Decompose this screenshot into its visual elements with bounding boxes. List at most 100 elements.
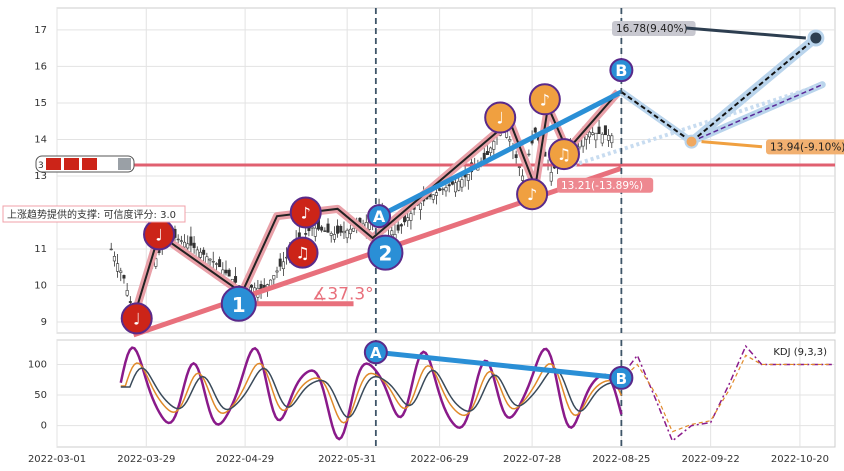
candle-body	[527, 153, 531, 156]
candle-body	[450, 181, 454, 185]
candle-body	[116, 263, 120, 272]
projection-support-extension	[572, 82, 823, 167]
marker-circle	[367, 204, 392, 229]
kdj-d-projection	[620, 354, 832, 433]
support-target-label: 13.21(-13.89%)	[557, 177, 654, 193]
candle-body	[186, 243, 190, 249]
candle-body	[549, 172, 553, 182]
candle-body	[176, 238, 180, 241]
upper-target-dot	[807, 29, 825, 47]
support-callout-box	[2, 205, 186, 223]
indicator-panel	[56, 339, 836, 448]
candle-body	[179, 240, 183, 242]
candle-body	[610, 135, 614, 144]
candle-body	[533, 127, 537, 133]
candle-body	[122, 275, 126, 279]
candle-body	[234, 276, 238, 283]
candle-body	[399, 224, 403, 227]
marker-circle	[120, 302, 153, 335]
candle-body	[342, 230, 346, 234]
marker-circle	[609, 58, 634, 83]
upper-target-label: 16.78(9.40%)	[612, 20, 696, 36]
candle-body	[192, 242, 196, 248]
candle-body	[418, 202, 422, 210]
candle-body	[600, 133, 604, 144]
kdj-j-projection	[620, 344, 832, 443]
candle-body	[339, 225, 343, 233]
zigzag-line	[132, 91, 619, 319]
candle-body	[326, 223, 330, 233]
candle-body	[112, 256, 116, 262]
candle-body	[250, 284, 254, 288]
candle-body	[517, 166, 521, 168]
candle-body	[603, 125, 607, 136]
candle-body	[183, 241, 187, 248]
kdj-k-line	[120, 367, 622, 419]
icon-strip-grey-icon	[118, 158, 131, 170]
candle-body	[278, 258, 282, 267]
price-y-tick: 16	[34, 61, 47, 72]
candle-body	[457, 180, 461, 191]
projection-drop-line	[620, 91, 693, 143]
candle-body	[202, 249, 206, 255]
candle-body	[438, 188, 442, 191]
upper-target-label-text: 16.78(9.40%)	[616, 23, 688, 35]
support-target-label-text: 13.21(-13.89%)	[561, 180, 643, 192]
indicator-marker-label: A	[370, 344, 382, 362]
candle-body	[466, 174, 470, 181]
x-tick-label: 2022-03-29	[117, 454, 175, 465]
candle-body	[336, 225, 340, 234]
x-tick-label: 2022-04-29	[216, 454, 274, 465]
indicator-ab-trendline	[375, 349, 622, 381]
marker-label: ♪	[540, 90, 550, 109]
x-tick-label: 2022-09-22	[682, 454, 740, 465]
price-y-tick: 14	[34, 134, 47, 145]
x-tick-label: 2022-03-01	[28, 454, 86, 465]
price-y-tick: 17	[34, 25, 47, 36]
icon-strip-red-icon	[46, 158, 61, 170]
lower-target-label-box	[766, 139, 844, 155]
candle-body	[320, 226, 324, 231]
candle-body	[447, 184, 451, 187]
marker-label: ♫	[557, 145, 571, 164]
candle-body	[434, 192, 438, 196]
candle-body	[591, 132, 595, 135]
projection-upper-line	[690, 37, 817, 143]
candle-body	[514, 154, 518, 159]
marker-label: ♪	[527, 185, 537, 204]
candle-body	[352, 227, 356, 232]
marker-circle	[528, 83, 561, 116]
candle-body	[304, 233, 308, 235]
candle-body	[492, 140, 496, 150]
marker-label: A	[373, 207, 386, 226]
x-tick-label: 2022-10-20	[771, 454, 829, 465]
marker-label: ♩	[496, 109, 504, 128]
indicator-y-tick: 0	[41, 421, 47, 432]
candle-body	[508, 139, 512, 142]
marker-label: B	[615, 61, 627, 80]
candle-body	[119, 270, 123, 273]
indicator-marker-circle	[609, 365, 634, 390]
candle-body	[125, 290, 129, 296]
candle-body	[281, 261, 285, 270]
candle-body	[521, 175, 525, 181]
marker-label: ♫	[295, 244, 309, 263]
candle-body	[607, 134, 611, 141]
indicator-marker-circle	[363, 340, 388, 365]
candle-body	[409, 213, 413, 221]
indicator-y-tick: 100	[28, 359, 47, 370]
candle-body	[211, 261, 215, 263]
x-tick-label: 2022-06-29	[411, 454, 469, 465]
marker-circle	[547, 138, 580, 171]
kdj-j-line	[119, 346, 623, 441]
icon-strip-label: 3	[38, 161, 44, 171]
ab-trendline	[377, 89, 623, 219]
candle-body	[460, 179, 464, 188]
candle-body	[198, 251, 202, 258]
candle-body	[406, 217, 410, 222]
marker-circle	[484, 101, 517, 134]
candle-body	[313, 227, 317, 237]
marker-circle	[286, 236, 319, 269]
marker-circle	[367, 234, 404, 271]
